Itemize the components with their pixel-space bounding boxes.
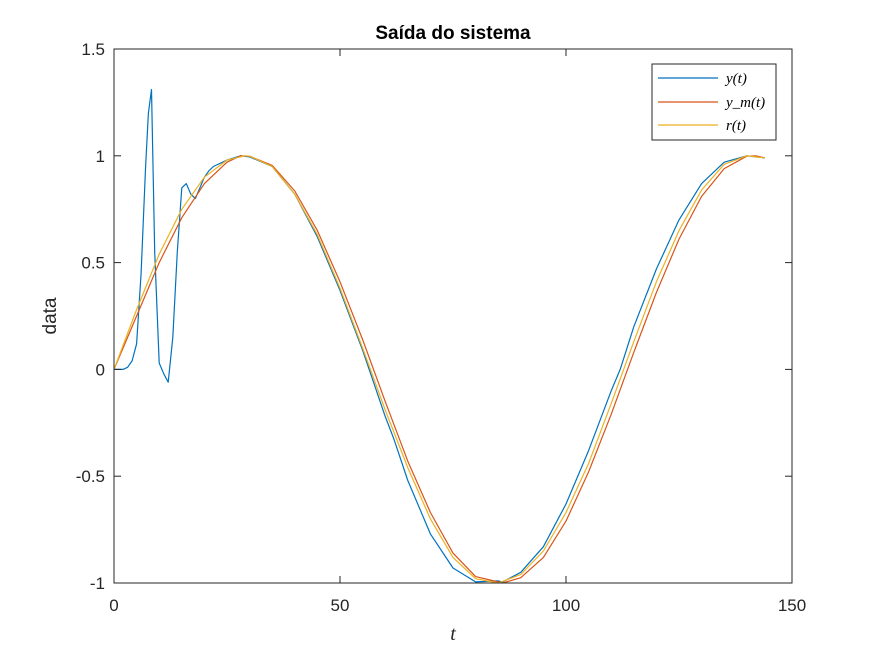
x-tick-label: 50 — [331, 596, 350, 615]
y-tick-label: 1 — [96, 147, 105, 166]
legend: y(t) y_m(t) r(t) — [651, 63, 777, 141]
plot-border — [113, 48, 793, 584]
legend-label-y: y(t) — [724, 71, 747, 87]
y-tick-label: -0.5 — [76, 467, 105, 486]
legend-label-r: r(t) — [726, 118, 746, 134]
y-axis-label: data — [40, 297, 61, 334]
series-line-2 — [113, 155, 765, 584]
y-tick-label: -1 — [90, 574, 105, 593]
legend-label-ym: y_m(t) — [724, 95, 765, 111]
y-tick-label: 0 — [96, 360, 105, 379]
y-tick-label: 1.5 — [81, 40, 105, 59]
ticks-layer: 0 50 100 150 -1 -0.5 0 0.5 1 1.5 — [76, 40, 806, 615]
series-line-1 — [113, 155, 766, 584]
series-layer — [113, 88, 766, 584]
x-tick-label: 100 — [552, 596, 580, 615]
x-tick-label: 150 — [778, 596, 806, 615]
x-tick-label: 0 — [109, 596, 118, 615]
y-tick-label: 0.5 — [81, 254, 105, 273]
chart-title: Saída do sistema — [375, 23, 531, 44]
x-axis-label: t — [450, 623, 456, 645]
